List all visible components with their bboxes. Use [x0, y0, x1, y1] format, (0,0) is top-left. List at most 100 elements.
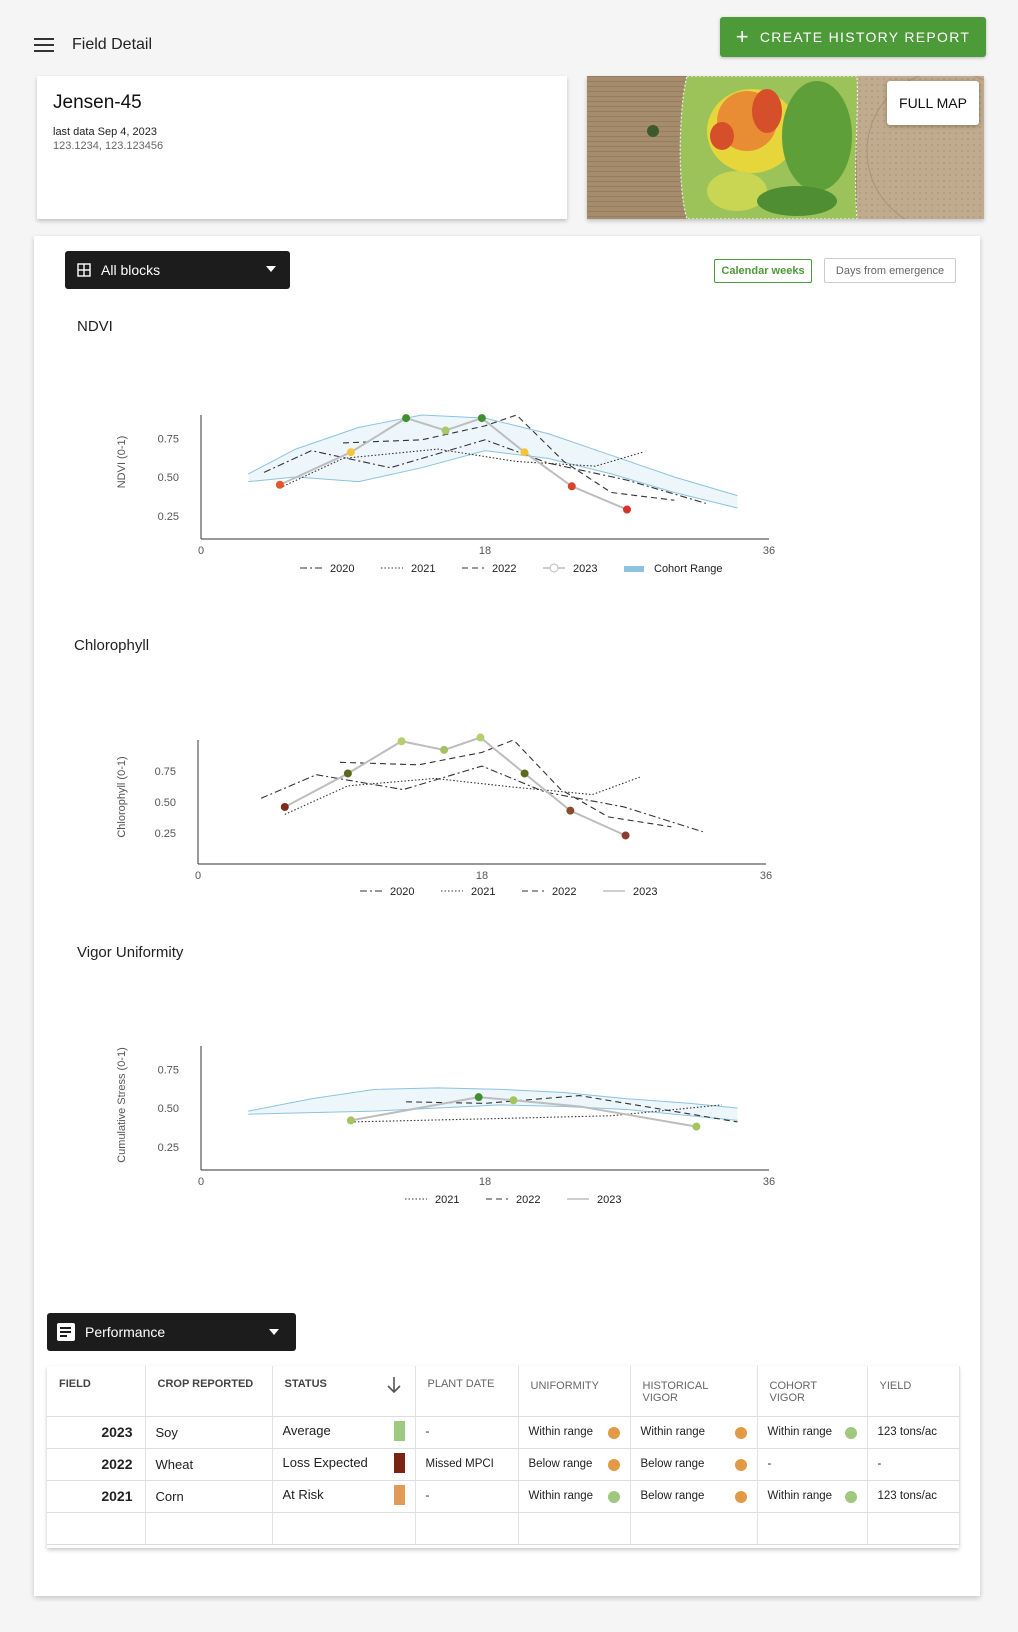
cell-field-text: 2023 [101, 1424, 133, 1440]
data-point-2023 [623, 505, 631, 514]
column-header-plant-date[interactable]: PLANT DATE [415, 1366, 519, 1417]
column-header-historical-vigor[interactable]: HISTORICAL VIGOR [630, 1366, 758, 1417]
legend-item-2022: 2022 [462, 563, 516, 575]
cohort-range-band [248, 415, 738, 508]
cell-plant-date: - [415, 1480, 519, 1513]
data-point-2023 [692, 1122, 701, 1131]
data-point-2023 [520, 769, 529, 778]
cell-plant-date-text: - [425, 1426, 430, 1438]
charts-canvas: 0.25 0.50 0.75 0 18 36 NDVI (0-1) 2020 2021 2022 2… [116, 414, 775, 1206]
cell-crop-text: Soy [155, 1424, 178, 1440]
full-map-button[interactable]: FULL MAP [887, 81, 979, 125]
data-point-2023 [621, 831, 630, 840]
cell-plant-date-text: Missed MPCI [425, 1458, 494, 1470]
status-color-swatch [393, 1453, 405, 1473]
document-icon [57, 1323, 75, 1341]
cell-crop: Soy [145, 1416, 273, 1449]
legend-label: 2023 [573, 563, 597, 575]
cell-yield: 123 tons/ac [867, 1480, 960, 1513]
legend-label: 2023 [633, 886, 657, 898]
legend-label: Cohort Range [654, 563, 723, 575]
y-tick-label: 0.75 [158, 1064, 179, 1076]
x-tick-label: 18 [479, 1176, 491, 1188]
cell-status: Average [272, 1416, 416, 1449]
field-name: Jensen-45 [53, 92, 142, 113]
menu-icon[interactable] [34, 38, 54, 54]
cohort-range-band [248, 1087, 738, 1121]
legend-label: 2020 [330, 563, 354, 575]
cell-status: Loss Expected [272, 1448, 416, 1481]
field-map-thumbnail[interactable]: FULL MAP [587, 76, 984, 219]
cell-historical-vigor-text: Within range [640, 1425, 706, 1438]
empty-cell [630, 1512, 758, 1545]
blocks-dropdown[interactable]: All blocks [65, 251, 290, 289]
status-dot-icon [607, 1490, 620, 1503]
status-dot-icon [607, 1458, 620, 1471]
blocks-dropdown-label: All blocks [101, 262, 161, 278]
performance-dropdown[interactable]: Performance [47, 1313, 296, 1351]
empty-cell [47, 1512, 146, 1545]
legend-label: 2021 [435, 1194, 459, 1206]
legend-item-2021: 2021 [441, 886, 495, 898]
x-tick-label: 36 [760, 870, 772, 882]
x-tick-label: 0 [198, 545, 204, 557]
status-color-swatch [393, 1421, 405, 1441]
legend-label: 2022 [552, 886, 576, 898]
sort-arrow-down-icon[interactable] [386, 1376, 401, 1394]
cell-status-text: Average [282, 1423, 331, 1438]
cell-crop: Wheat [145, 1448, 273, 1481]
cell-status-text: Loss Expected [282, 1455, 368, 1470]
chevron-down-icon [266, 266, 276, 272]
cell-uniformity: Within range [518, 1416, 631, 1449]
series-line-2020 [260, 765, 704, 833]
data-point-2023 [474, 1093, 483, 1102]
calendar-weeks-toggle[interactable]: Calendar weeks [714, 259, 812, 283]
x-tick-label: 18 [479, 545, 491, 557]
cell-cohort-vigor: - [757, 1448, 868, 1481]
column-header-uniformity[interactable]: UNIFORMITY [518, 1366, 631, 1417]
y-tick-label: 0.75 [155, 766, 176, 778]
cell-field: 2022 [47, 1448, 146, 1481]
table-row[interactable]: 2023 Soy Average - Within range Within range W… [47, 1416, 960, 1449]
page-title: Field Detail [72, 36, 153, 53]
field-coordinates: 123.1234, 123.123456 [53, 140, 164, 152]
cell-uniformity: Below range [518, 1448, 631, 1481]
y-tick-label: 0.25 [155, 828, 176, 840]
performance-dropdown-label: Performance [85, 1324, 166, 1340]
table-row-empty [47, 1512, 960, 1545]
cell-yield-text: 123 tons/ac [877, 1490, 937, 1502]
cell-plant-date-text: - [425, 1490, 430, 1502]
table-row[interactable]: 2021 Corn At Risk - Within range Below range W… [47, 1480, 960, 1513]
series-line-2021 [284, 776, 640, 815]
legend-item-2023: 2023 [567, 1194, 621, 1206]
ndvi-chart-title: NDVI [77, 318, 113, 335]
column-header-field[interactable]: FIELD [47, 1366, 146, 1417]
y-tick-label: 0.25 [158, 511, 179, 523]
column-header-status[interactable]: STATUS [272, 1366, 416, 1417]
performance-table: FIELD CROP REPORTED STATUS PLANT DATE UN… [47, 1366, 960, 1548]
days-from-emergence-toggle[interactable]: Days from emergence [824, 258, 956, 283]
column-header-status-label: STATUS [284, 1378, 327, 1390]
cell-historical-vigor-text: Below range [640, 1457, 705, 1470]
cell-field: 2021 [47, 1480, 146, 1513]
x-tick-label: 0 [195, 870, 201, 882]
last-data-date: last data Sep 4, 2023 [53, 126, 157, 138]
column-header-crop[interactable]: CROP REPORTED [145, 1366, 273, 1417]
cohort-range-upper [248, 1087, 738, 1112]
series-line-2022 [406, 1095, 738, 1123]
cell-yield-text: 123 tons/ac [877, 1426, 937, 1438]
table-row[interactable]: 2022 Wheat Loss Expected Missed MPCI Below r… [47, 1448, 960, 1481]
legend-label: 2021 [471, 886, 495, 898]
legend-item-2023: 2023 [603, 886, 657, 898]
vigor-chart-title: Vigor Uniformity [77, 944, 184, 961]
cell-field-text: 2021 [101, 1488, 133, 1504]
y-axis-label: NDVI (0-1) [116, 436, 128, 489]
create-history-report-label: CREATE HISTORY REPORT [759, 29, 971, 45]
create-history-report-button[interactable]: + CREATE HISTORY REPORT [720, 17, 986, 57]
chart-2: 0.25 0.50 0.75 0 18 36 Chlorophyll (0-1) 2020 20… [116, 733, 772, 898]
cell-status-text: At Risk [282, 1487, 324, 1502]
column-header-cohort-vigor[interactable]: COHORT VIGOR [757, 1366, 868, 1417]
data-point-2023 [509, 1096, 518, 1105]
y-tick-label: 0.50 [158, 472, 179, 484]
column-header-yield[interactable]: YIELD [867, 1366, 960, 1417]
